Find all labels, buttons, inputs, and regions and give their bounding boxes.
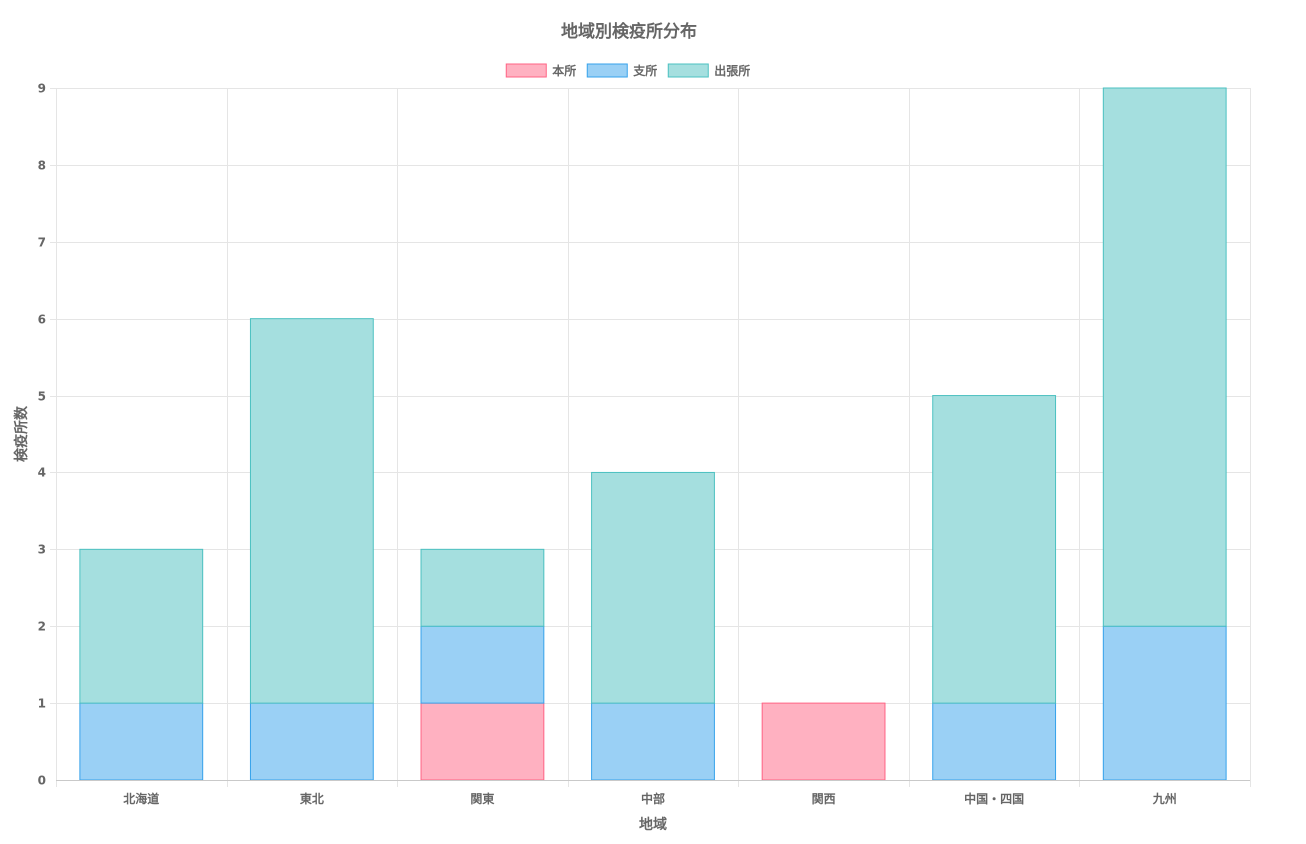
bar-segment: [249, 318, 374, 704]
labels-layer: 0 1 2 3 4 5 6 7 8 9 北海道 東北 関東 中部 関西 中国・四国 九州: [38, 82, 1177, 807]
legend-label: 本所: [552, 63, 576, 78]
y-tick-label: 5: [38, 390, 46, 404]
legend-swatch: [505, 63, 547, 78]
bar-segment: [420, 548, 545, 627]
bar-segment: [1102, 625, 1227, 781]
x-axis-title: 地域: [639, 816, 667, 833]
y-tick-label: 8: [38, 159, 46, 173]
legend-item: 出張所: [667, 63, 750, 78]
bar-segment: [249, 702, 374, 781]
y-tick-label: 4: [38, 466, 46, 480]
y-tick-label: 0: [38, 774, 46, 788]
bar-segment: [420, 702, 545, 781]
x-tick-label: 中部: [641, 791, 665, 806]
bar-segment: [932, 395, 1057, 704]
y-tick-label: 2: [38, 620, 46, 634]
x-tick-label: 東北: [300, 791, 324, 806]
y-tick-label: 6: [38, 313, 46, 327]
bar-segment: [761, 702, 886, 781]
legend-swatch: [586, 63, 628, 78]
y-tick-label: 7: [38, 236, 46, 250]
y-tick-label: 3: [38, 543, 46, 557]
bar-segment: [1102, 87, 1227, 627]
bar-segment: [420, 625, 545, 704]
legend-label: 出張所: [714, 63, 750, 78]
y-tick-label: 1: [38, 697, 46, 711]
legend-item: 本所: [505, 63, 576, 78]
y-tick-label: 9: [38, 82, 46, 96]
x-tick-label: 関西: [812, 792, 836, 806]
legend-label: 支所: [632, 63, 657, 78]
legend-swatch: [667, 63, 709, 78]
x-tick-label: 北海道: [123, 791, 159, 806]
bar-segment: [591, 471, 715, 704]
bar-segment: [591, 702, 715, 781]
chart-title: 地域別検疫所分布: [561, 21, 697, 42]
x-tick-label: 関東: [470, 791, 494, 806]
x-tick-label: 中国・四国: [964, 791, 1024, 806]
bar-segment: [932, 702, 1057, 781]
y-axis-title: 検疫所数: [13, 405, 30, 462]
legend: 本所 支所 出張所: [505, 63, 750, 78]
x-tick-label: 九州: [1152, 791, 1177, 806]
bar-segment: [79, 702, 204, 781]
bar-segment: [79, 548, 204, 704]
bars-layer: [79, 87, 1227, 781]
legend-item: 支所: [586, 63, 657, 78]
